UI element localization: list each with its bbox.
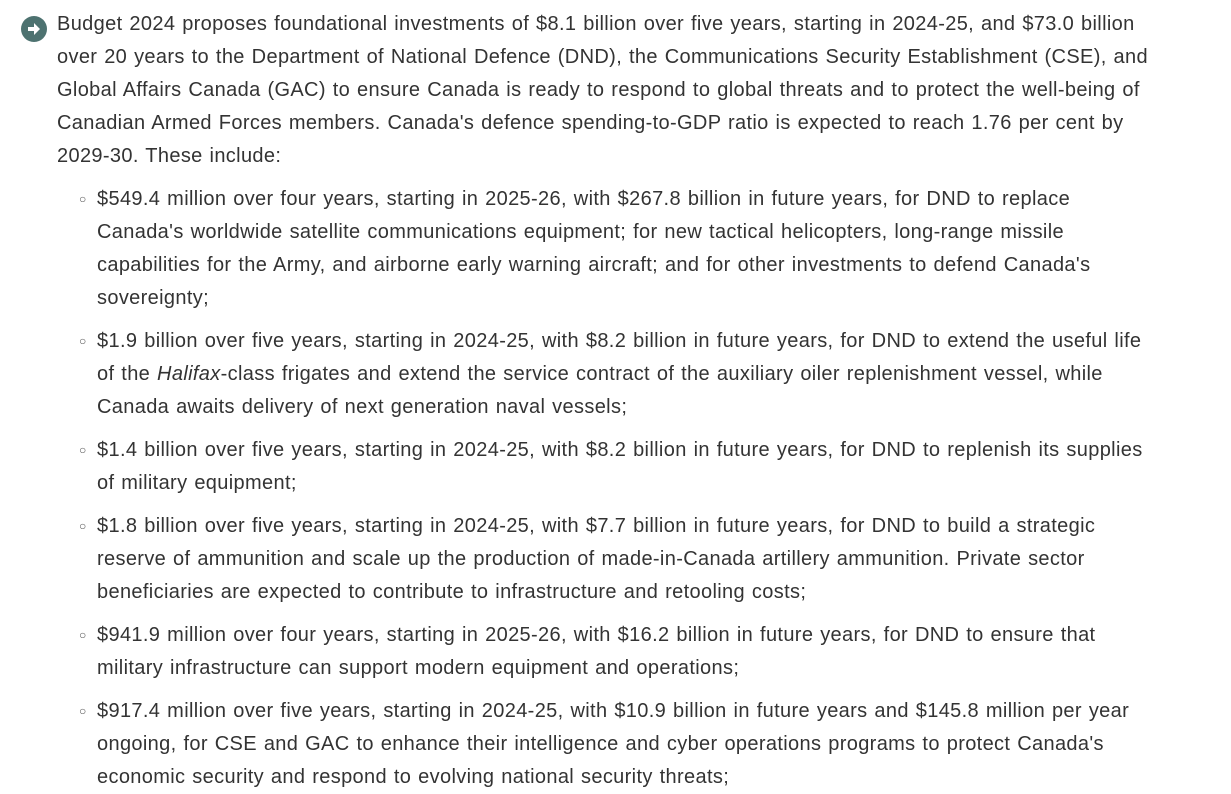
bullet-icon: ○ (79, 704, 87, 718)
intro-paragraph: Budget 2024 proposes foundational invest… (57, 13, 1148, 167)
bullet-icon: ○ (79, 192, 87, 206)
bullet-icon: ○ (79, 443, 87, 457)
list-item: ○ $1.9 billion over five years, starting … (79, 325, 1162, 424)
bullet-icon: ○ (79, 519, 87, 533)
bullet-icon: ○ (79, 334, 87, 348)
budget-section: Budget 2024 proposes foundational invest… (21, 13, 1162, 794)
list-item: ○ $549.4 million over four years, startin… (79, 183, 1162, 315)
bullet-icon: ○ (79, 628, 87, 642)
ship-class-name: Halifax (157, 363, 221, 385)
list-item: ○ $941.9 million over four years, startin… (79, 619, 1162, 685)
arrow-right-circle-icon (21, 16, 47, 42)
list-item: ○ $917.4 million over five years, startin… (79, 695, 1162, 794)
list-item: ○ $1.8 billion over five years, starting … (79, 510, 1162, 609)
investment-list: ○ $549.4 million over four years, startin… (57, 183, 1162, 794)
list-item: ○ $1.4 billion over five years, starting … (79, 434, 1162, 500)
